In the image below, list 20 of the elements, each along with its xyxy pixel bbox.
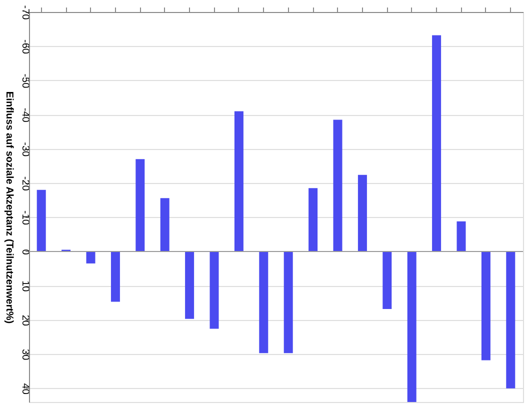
bar xyxy=(259,251,268,354)
bar xyxy=(185,251,194,319)
bar xyxy=(382,251,392,309)
y-axis-title: Einfluss auf soziale Akzeptanz (Teilnutzenwert%) xyxy=(4,91,14,324)
bar xyxy=(86,251,96,264)
bar xyxy=(333,120,342,252)
bar xyxy=(432,35,442,252)
bar xyxy=(481,251,490,360)
bar xyxy=(407,251,416,402)
bar xyxy=(308,188,318,252)
bar xyxy=(284,251,293,354)
bar xyxy=(36,190,46,252)
bar xyxy=(136,159,145,252)
bar xyxy=(506,251,516,388)
bar xyxy=(234,111,244,252)
bar xyxy=(456,221,466,252)
bar xyxy=(160,198,170,252)
bar xyxy=(358,174,367,252)
bar xyxy=(110,251,120,302)
bar xyxy=(210,251,219,329)
